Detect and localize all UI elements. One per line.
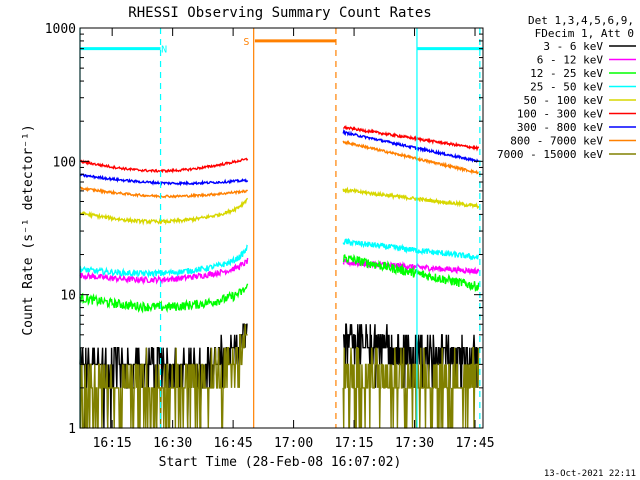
- series-8-segment-1: [342, 347, 480, 429]
- series-1: [79, 257, 480, 286]
- series-1-segment-0: [79, 257, 249, 286]
- x-tick-label-3: 17:00: [274, 436, 313, 451]
- legend-label-0: 3 - 6 keV: [543, 40, 603, 53]
- legend-label-5: 100 - 300 keV: [517, 108, 603, 121]
- y-tick-label-1: 10: [60, 289, 76, 304]
- y-tick-label-2: 100: [53, 155, 76, 170]
- series-0-segment-1: [343, 323, 480, 389]
- series-3-segment-0: [79, 244, 248, 279]
- chart-title: RHESSI Observing Summary Count Rates: [128, 5, 431, 21]
- series-2: [79, 253, 480, 314]
- legend: Det 1,3,4,5,6,9,FDecim 1, Att 03 - 6 keV…: [497, 14, 636, 161]
- legend-title-1: FDecim 1, Att 0: [535, 27, 634, 40]
- legend-title-0: Det 1,3,4,5,6,9,: [528, 14, 634, 27]
- series-1-segment-1: [342, 257, 480, 276]
- series-3-segment-1: [342, 237, 480, 261]
- legend-label-3: 25 - 50 keV: [530, 81, 603, 94]
- x-tick-label-6: 17:45: [455, 436, 494, 451]
- x-tick-label-4: 17:15: [334, 436, 373, 451]
- series-5-segment-1: [343, 124, 480, 152]
- y-axis-label: Count Rate (s⁻¹ detector⁻¹): [21, 124, 36, 335]
- series-6-segment-0: [79, 173, 249, 187]
- legend-label-2: 12 - 25 keV: [530, 67, 603, 80]
- series-7-segment-0: [79, 186, 249, 199]
- legend-label-8: 7000 - 15000 keV: [497, 148, 603, 161]
- axis-layer: 16:15 16:30 16:45 17:00 17:15 17:30 17:45 1 10 10…: [45, 22, 495, 451]
- series-2-segment-0: [79, 283, 249, 314]
- series-6-segment-1: [342, 128, 479, 163]
- x-tick-label-0: 16:15: [93, 436, 132, 451]
- x-tick-label-5: 17:30: [395, 436, 434, 451]
- series-5-segment-0: [79, 157, 249, 174]
- plot-frame: [79, 27, 484, 429]
- legend-label-4: 50 - 100 keV: [524, 94, 604, 107]
- flag-0-label: N: [161, 45, 167, 56]
- series-4-segment-1: [342, 186, 480, 210]
- y-tick-label-3: 1000: [45, 22, 76, 37]
- y-tick-label-0: 1: [68, 422, 76, 437]
- x-axis-label: Start Time (28-Feb-08 16:07:02): [159, 455, 402, 470]
- series-7: [79, 139, 479, 199]
- legend-label-6: 300 - 800 keV: [517, 121, 603, 134]
- flag-1-label: S: [243, 37, 249, 48]
- series-3: [79, 237, 480, 279]
- legend-label-7: 800 - 7000 keV: [510, 135, 603, 148]
- series-4: [79, 186, 480, 226]
- footer-timestamp: 13-Oct-2021 22:11: [544, 469, 636, 479]
- x-tick-label-1: 16:30: [153, 436, 192, 451]
- legend-label-1: 6 - 12 keV: [537, 54, 604, 67]
- series-7-segment-1: [342, 139, 479, 175]
- series-6: [79, 128, 479, 187]
- series-2-segment-1: [342, 253, 480, 292]
- x-tick-label-2: 16:45: [214, 436, 253, 451]
- series-4-segment-0: [79, 197, 249, 226]
- series-5: [79, 124, 480, 174]
- data-layer: [79, 124, 480, 429]
